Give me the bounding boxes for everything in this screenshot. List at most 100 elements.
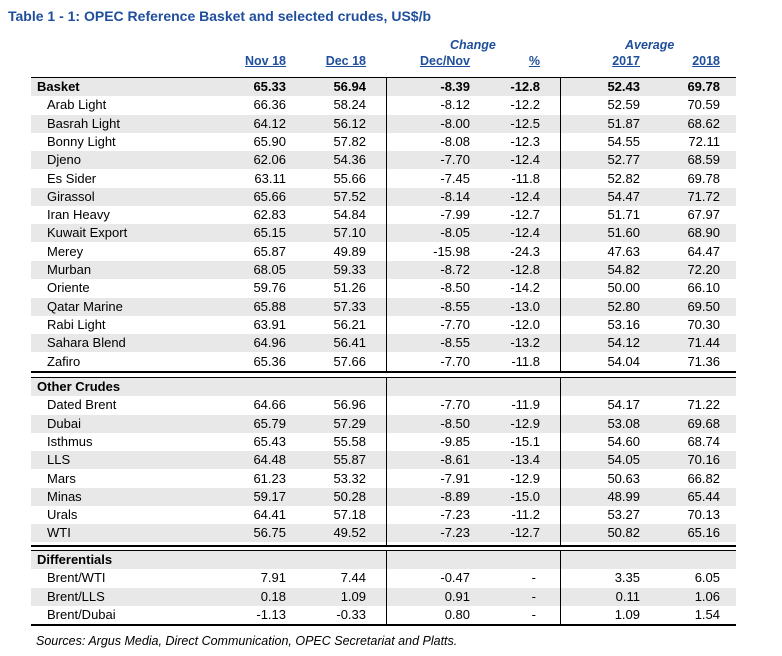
cell-avg2018: 65.16 xyxy=(687,525,720,541)
cell-nov18: 65.90 xyxy=(253,133,286,149)
cell-pct: -12.3 xyxy=(510,133,540,149)
cell-dec18: 59.33 xyxy=(333,262,366,277)
column-separator xyxy=(386,377,387,547)
cell-nov18: 64.12 xyxy=(253,115,286,131)
cell-dec18: 55.58 xyxy=(333,433,366,449)
cell-dec-nov: -8.14 xyxy=(440,188,470,204)
cell-pct: -12.8 xyxy=(510,262,540,277)
cell-avg2018: 68.74 xyxy=(687,433,720,449)
cell-pct: -11.8 xyxy=(511,170,540,186)
col-header-2017: 2017 xyxy=(612,54,640,68)
cell-pct: -24.3 xyxy=(510,243,540,259)
section-header-row: Differentials xyxy=(31,551,736,569)
row-label: Girassol xyxy=(47,188,95,204)
cell-pct: - xyxy=(531,588,536,604)
cell-avg2017: 52.82 xyxy=(607,170,640,186)
cell-dec18: 53.32 xyxy=(333,470,366,486)
cell-avg2018: 69.78 xyxy=(687,170,720,186)
cell-dec18: 54.84 xyxy=(333,207,366,223)
cell-avg2017: 54.60 xyxy=(607,433,640,449)
section-title: Other Crudes xyxy=(37,379,121,394)
cell-dec-nov: -8.72 xyxy=(440,262,470,277)
row-label: Djeno xyxy=(47,152,81,168)
column-separator xyxy=(560,77,561,373)
table-row: Girassol 65.66 57.52 -8.14 -12.4 54.47 71.72 xyxy=(31,187,736,206)
cell-pct: -12.7 xyxy=(510,207,540,223)
table-row: Urals 64.41 57.18 -7.23 -11.2 53.27 70.13 xyxy=(31,506,736,524)
cell-dec-nov: -8.00 xyxy=(440,115,470,131)
col-header-nov18: Nov 18 xyxy=(245,54,286,68)
cell-dec18: 57.82 xyxy=(333,133,366,149)
cell-nov18: 0.18 xyxy=(260,588,286,604)
cell-nov18: 62.06 xyxy=(253,152,286,168)
row-label: Brent/WTI xyxy=(47,570,106,586)
table-row: Iran Heavy 62.83 54.84 -7.99 -12.7 51.71 67.97 xyxy=(31,206,736,224)
cell-nov18: 65.87 xyxy=(253,243,286,259)
col-header-2018: 2018 xyxy=(692,54,720,68)
column-separator xyxy=(560,377,561,547)
table-title: Table 1 - 1: OPEC Reference Basket and s… xyxy=(8,8,432,24)
cell-avg2018: 67.97 xyxy=(687,207,720,223)
cell-avg2017: 53.16 xyxy=(607,316,640,332)
cell-dec-nov: -8.12 xyxy=(440,97,470,113)
cell-dec-nov: -0.47 xyxy=(440,570,470,586)
cell-dec-nov: -8.55 xyxy=(440,335,470,351)
cell-avg2018: 72.20 xyxy=(687,262,720,277)
cell-avg2018: 70.13 xyxy=(687,507,720,523)
cell-pct: -12.4 xyxy=(510,152,540,168)
cell-dec18: 55.66 xyxy=(333,170,366,186)
cell-dec-nov: -8.50 xyxy=(440,415,470,431)
cell-pct: -12.4 xyxy=(510,225,540,241)
cell-nov18: 65.33 xyxy=(253,79,286,94)
table-row: Qatar Marine 65.88 57.33 -8.55 -13.0 52.80 69.… xyxy=(31,297,736,316)
cell-avg2017: 54.04 xyxy=(607,353,640,369)
cell-pct: -13.0 xyxy=(510,298,540,314)
row-label: Sahara Blend xyxy=(47,335,126,351)
cell-avg2018: 72.11 xyxy=(688,133,720,149)
table-row: Murban 68.05 59.33 -8.72 -12.8 54.82 72.20 xyxy=(31,261,736,279)
cell-dec18: 55.87 xyxy=(333,452,366,468)
cell-pct: -13.4 xyxy=(510,452,540,468)
cell-dec18: 56.94 xyxy=(333,79,366,94)
table-row: Zafiro 65.36 57.66 -7.70 -11.8 54.04 71.36 xyxy=(31,353,736,371)
cell-dec18: 58.24 xyxy=(333,97,366,113)
cell-dec-nov: -7.99 xyxy=(440,207,470,223)
cell-avg2017: 50.00 xyxy=(607,280,640,296)
table-row: Arab Light 66.36 58.24 -8.12 -12.2 52.59 70.59 xyxy=(31,96,736,114)
cell-dec-nov: 0.80 xyxy=(444,606,470,622)
cell-avg2018: 65.44 xyxy=(687,488,720,504)
cell-dec-nov: -7.70 xyxy=(440,316,470,332)
cell-avg2018: 66.10 xyxy=(687,280,720,296)
cell-dec18: 51.26 xyxy=(333,280,366,296)
cell-nov18: 65.66 xyxy=(253,188,286,204)
column-separator xyxy=(386,550,387,626)
section-header-row: Basket 65.33 56.94 -8.39 -12.8 52.43 69.78 xyxy=(31,78,736,96)
cell-nov18: 64.96 xyxy=(253,335,286,351)
cell-avg2017: 54.82 xyxy=(607,262,640,277)
change-group-header: Change xyxy=(450,38,496,52)
cell-avg2017: 51.71 xyxy=(607,207,640,223)
cell-nov18: -1.13 xyxy=(256,606,286,622)
cell-dec18: 56.96 xyxy=(333,397,366,413)
row-label: Urals xyxy=(47,507,78,523)
section-bottom-rule xyxy=(31,545,736,547)
cell-avg2017: 52.43 xyxy=(607,79,640,94)
table-row: LLS 64.48 55.87 -8.61 -13.4 54.05 70.16 xyxy=(31,451,736,470)
cell-avg2017: 51.87 xyxy=(607,115,640,131)
row-label: Brent/LLS xyxy=(47,588,105,604)
cell-dec-nov: -8.55 xyxy=(440,298,470,314)
cell-dec18: 54.36 xyxy=(333,152,366,168)
cell-nov18: 59.76 xyxy=(253,280,286,296)
cell-dec-nov: -7.45 xyxy=(440,170,470,186)
cell-avg2017: 52.77 xyxy=(607,152,640,168)
cell-dec18: -0.33 xyxy=(336,606,366,622)
table-row: Kuwait Export 65.15 57.10 -8.05 -12.4 51.60 68… xyxy=(31,224,736,243)
column-separator xyxy=(560,550,561,626)
cell-dec18: 49.89 xyxy=(333,243,366,259)
row-label: Dubai xyxy=(47,415,81,431)
table-row: Rabi Light 63.91 56.21 -7.70 -12.0 53.16 70.30 xyxy=(31,316,736,334)
cell-pct: -12.9 xyxy=(510,415,540,431)
cell-avg2018: 71.36 xyxy=(687,353,720,369)
cell-nov18: 64.48 xyxy=(253,452,286,468)
source-note: Sources: Argus Media, Direct Communicati… xyxy=(36,634,458,648)
